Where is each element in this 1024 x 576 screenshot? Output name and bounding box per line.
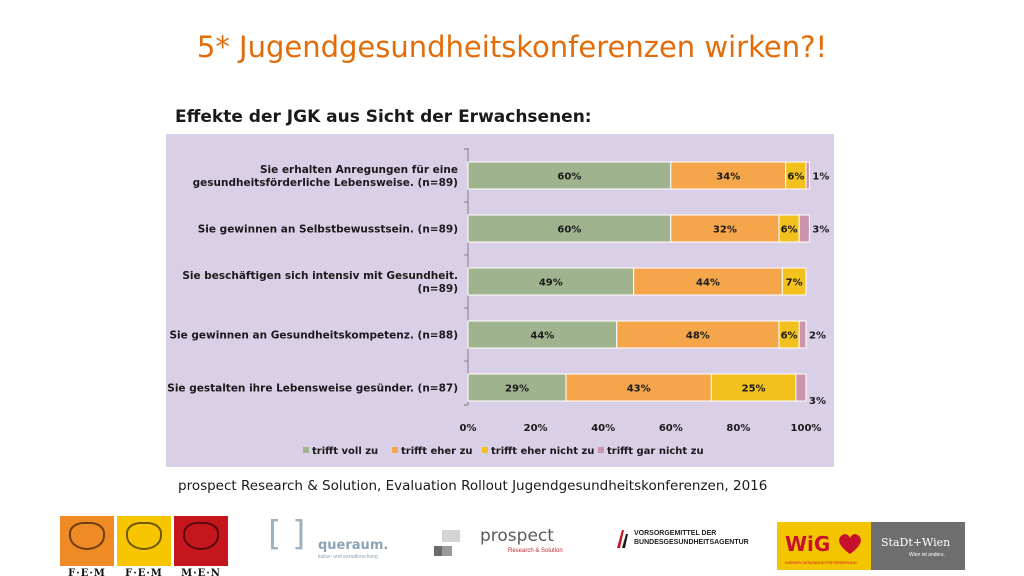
bar-segment xyxy=(616,320,780,349)
data-label: 6% xyxy=(781,225,798,236)
data-label: 7% xyxy=(786,278,803,289)
x-tick-label: 100% xyxy=(791,423,822,434)
wien-name: StaDt+Wien xyxy=(881,536,951,549)
chart-subtitle: Effekte der JGK aus Sicht der Erwachsene… xyxy=(175,107,592,127)
data-label: 1% xyxy=(812,172,829,183)
category-label: (n=89) xyxy=(418,283,458,295)
agency-line-2: BUNDESGESUNDHEITSAGENTUR xyxy=(634,539,749,546)
wien-tagline: Wien ist anders. xyxy=(909,552,945,558)
queraum-name: queraum. xyxy=(318,538,389,553)
legend-swatch xyxy=(303,447,309,453)
bundesgesundheitsagentur-logo: VORSORGEMITTEL DER BUNDESGESUNDHEITSAGEN… xyxy=(614,528,764,558)
data-label: 49% xyxy=(539,278,563,289)
bar-segment xyxy=(805,161,810,190)
bar-segment xyxy=(798,214,810,243)
bar-segment xyxy=(795,373,807,402)
face-icon xyxy=(183,522,219,550)
legend-label: trifft voll zu xyxy=(312,446,378,457)
data-label: 34% xyxy=(716,172,740,183)
agency-line-1: VORSORGEMITTEL DER xyxy=(634,530,717,537)
data-label: 32% xyxy=(713,225,737,236)
data-label: 29% xyxy=(505,384,529,395)
legend-label: trifft eher nicht zu xyxy=(491,446,594,457)
x-tick-label: 60% xyxy=(659,423,683,434)
legend-swatch xyxy=(392,447,398,453)
x-tick-label: 80% xyxy=(726,423,750,434)
data-label: 44% xyxy=(530,331,554,342)
bar-segment xyxy=(670,214,780,243)
data-label: 3% xyxy=(809,396,826,407)
stacked-bar-chart: Sie erhalten Anregungen für einegesundhe… xyxy=(167,148,829,457)
queraum-logo: [ ] queraum. kultur- und sozialforschung xyxy=(268,514,408,566)
bar-segment xyxy=(467,161,672,190)
x-tick-label: 40% xyxy=(591,423,615,434)
category-label: Sie erhalten Anregungen für eine xyxy=(260,164,458,176)
bar-segment xyxy=(633,267,783,296)
legend-swatch xyxy=(598,447,604,453)
data-label: 2% xyxy=(809,331,826,342)
category-label: gesundheitsförderliche Lebensweise. (n=8… xyxy=(193,177,458,189)
agency-mark-icon xyxy=(617,530,628,548)
bar-segment xyxy=(781,267,807,296)
slide-title: 5* Jugendgesundheitskonferenzen wirken?! xyxy=(196,30,828,64)
wig-logo: WiG WIENER GESUNDHEITSFÖRDERUNG xyxy=(777,522,871,570)
prospect-tagline: Research & Solution xyxy=(508,548,563,554)
bar-segment xyxy=(467,267,635,296)
data-label: 44% xyxy=(696,278,720,289)
prospect-logo: prospect Research & Solution xyxy=(434,522,564,564)
data-label: 6% xyxy=(781,331,798,342)
fem-logo: F·E·M F·E·M M·E·N xyxy=(60,516,230,576)
fem-label: F·E·M xyxy=(68,568,106,576)
x-tick-label: 0% xyxy=(460,423,477,434)
category-label: Sie gestalten ihre Lebensweise gesünder.… xyxy=(167,383,458,395)
stadt-wien-logo: StaDt+Wien Wien ist anders. xyxy=(871,522,965,570)
wig-tagline: WIENER GESUNDHEITSFÖRDERUNG xyxy=(785,560,857,565)
prospect-mark-icon xyxy=(434,530,460,556)
fem-label: M·E·N xyxy=(181,568,221,576)
fem-label: F·E·M xyxy=(125,568,163,576)
face-icon xyxy=(69,522,105,550)
x-tick-label: 20% xyxy=(524,423,548,434)
face-icon xyxy=(126,522,162,550)
bar-segment xyxy=(670,161,787,190)
bar-segment xyxy=(467,320,618,349)
data-label: 25% xyxy=(742,384,766,395)
bar-segment xyxy=(565,373,712,402)
fem-tile-yellow: F·E·M xyxy=(117,516,171,576)
fem-tile-red: M·E·N xyxy=(174,516,228,576)
bracket-icon: [ ] xyxy=(268,514,306,554)
chart-panel: Sie erhalten Anregungen für eine gesundhe… xyxy=(166,134,834,467)
logo-strip: F·E·M F·E·M M·E·N [ ] queraum. kultur- u… xyxy=(0,512,1024,576)
queraum-tagline: kultur- und sozialforschung xyxy=(318,554,378,560)
data-label: 6% xyxy=(787,172,804,183)
bar-segment xyxy=(798,320,807,349)
data-label: 60% xyxy=(557,225,581,236)
legend-label: trifft gar nicht zu xyxy=(607,446,704,457)
category-label: Sie beschäftigen sich intensiv mit Gesun… xyxy=(182,270,458,282)
category-label: Sie gewinnen an Selbstbewusstsein. (n=89… xyxy=(198,224,458,236)
heart-icon xyxy=(839,534,861,554)
category-label: Sie gewinnen an Gesundheitskompetenz. (n… xyxy=(169,330,458,342)
fem-tile-orange: F·E·M xyxy=(60,516,114,576)
data-label: 48% xyxy=(686,331,710,342)
data-label: 43% xyxy=(627,384,651,395)
source-note: prospect Research & Solution, Evaluation… xyxy=(178,478,768,494)
data-label: 60% xyxy=(557,172,581,183)
prospect-name: prospect xyxy=(480,526,554,546)
wig-name: WiG xyxy=(785,532,831,556)
wien-background xyxy=(871,522,965,570)
legend-swatch xyxy=(482,447,488,453)
data-label: 3% xyxy=(812,225,829,236)
legend-label: trifft eher zu xyxy=(401,446,473,457)
